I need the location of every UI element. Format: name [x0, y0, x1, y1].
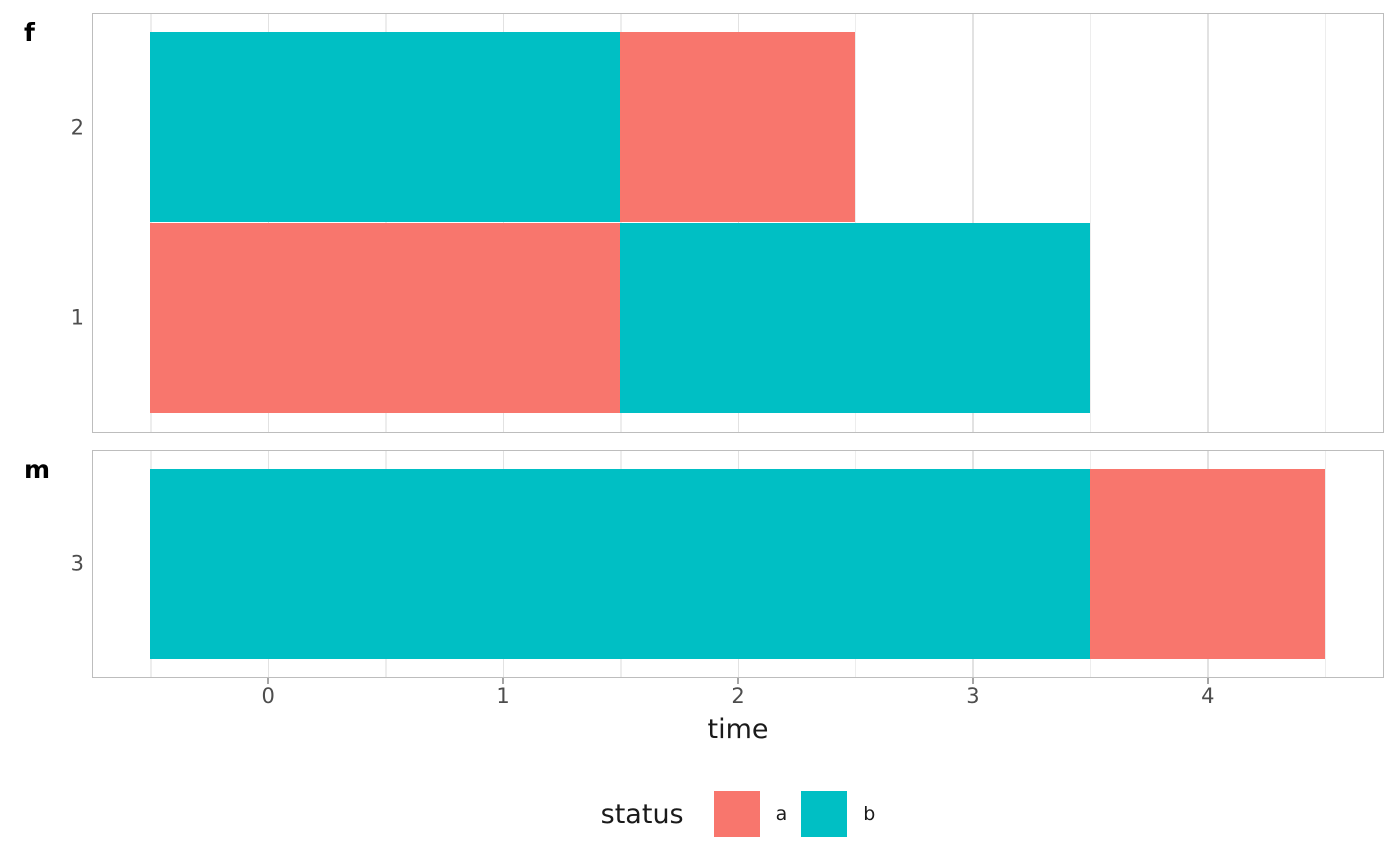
legend-swatch: [801, 791, 848, 837]
x-tick-label: 3: [966, 684, 980, 708]
gridline-minor: [1089, 14, 1092, 432]
legend-item: a: [713, 791, 788, 837]
bar-segment: [620, 222, 1090, 414]
bar-segment: [150, 222, 621, 414]
x-axis-title: time: [707, 714, 769, 745]
y-category-label: 3: [70, 551, 84, 576]
gridline-minor: [1324, 14, 1327, 432]
facet-strip-label: m: [24, 455, 51, 484]
x-tick-mark: [267, 678, 269, 684]
x-tick-label: 2: [731, 684, 745, 708]
facet-panel: [92, 13, 1384, 433]
bar-segment: [150, 31, 621, 223]
legend-item-label: a: [775, 802, 788, 825]
gridline-major: [1207, 14, 1209, 432]
x-tick-mark: [972, 678, 974, 684]
gridline-minor: [1324, 451, 1327, 677]
bar-segment: [620, 31, 855, 223]
y-category-label: 2: [70, 115, 84, 140]
legend-item: b: [801, 791, 875, 837]
legend-title: status: [600, 798, 684, 830]
facet-strip-label: f: [24, 18, 35, 47]
x-tick-label: 1: [496, 684, 510, 708]
x-tick-mark: [502, 678, 504, 684]
x-tick-label: 0: [261, 684, 275, 708]
bar-segment: [150, 468, 1090, 659]
legend-swatch: [713, 791, 760, 837]
facet-panel: [92, 450, 1384, 678]
x-tick-mark: [1207, 678, 1209, 684]
x-tick-label: 4: [1201, 684, 1215, 708]
x-tick-mark: [737, 678, 739, 684]
y-category-label: 1: [70, 305, 84, 330]
legend-item-label: b: [863, 802, 876, 825]
bar-segment: [1089, 468, 1325, 659]
